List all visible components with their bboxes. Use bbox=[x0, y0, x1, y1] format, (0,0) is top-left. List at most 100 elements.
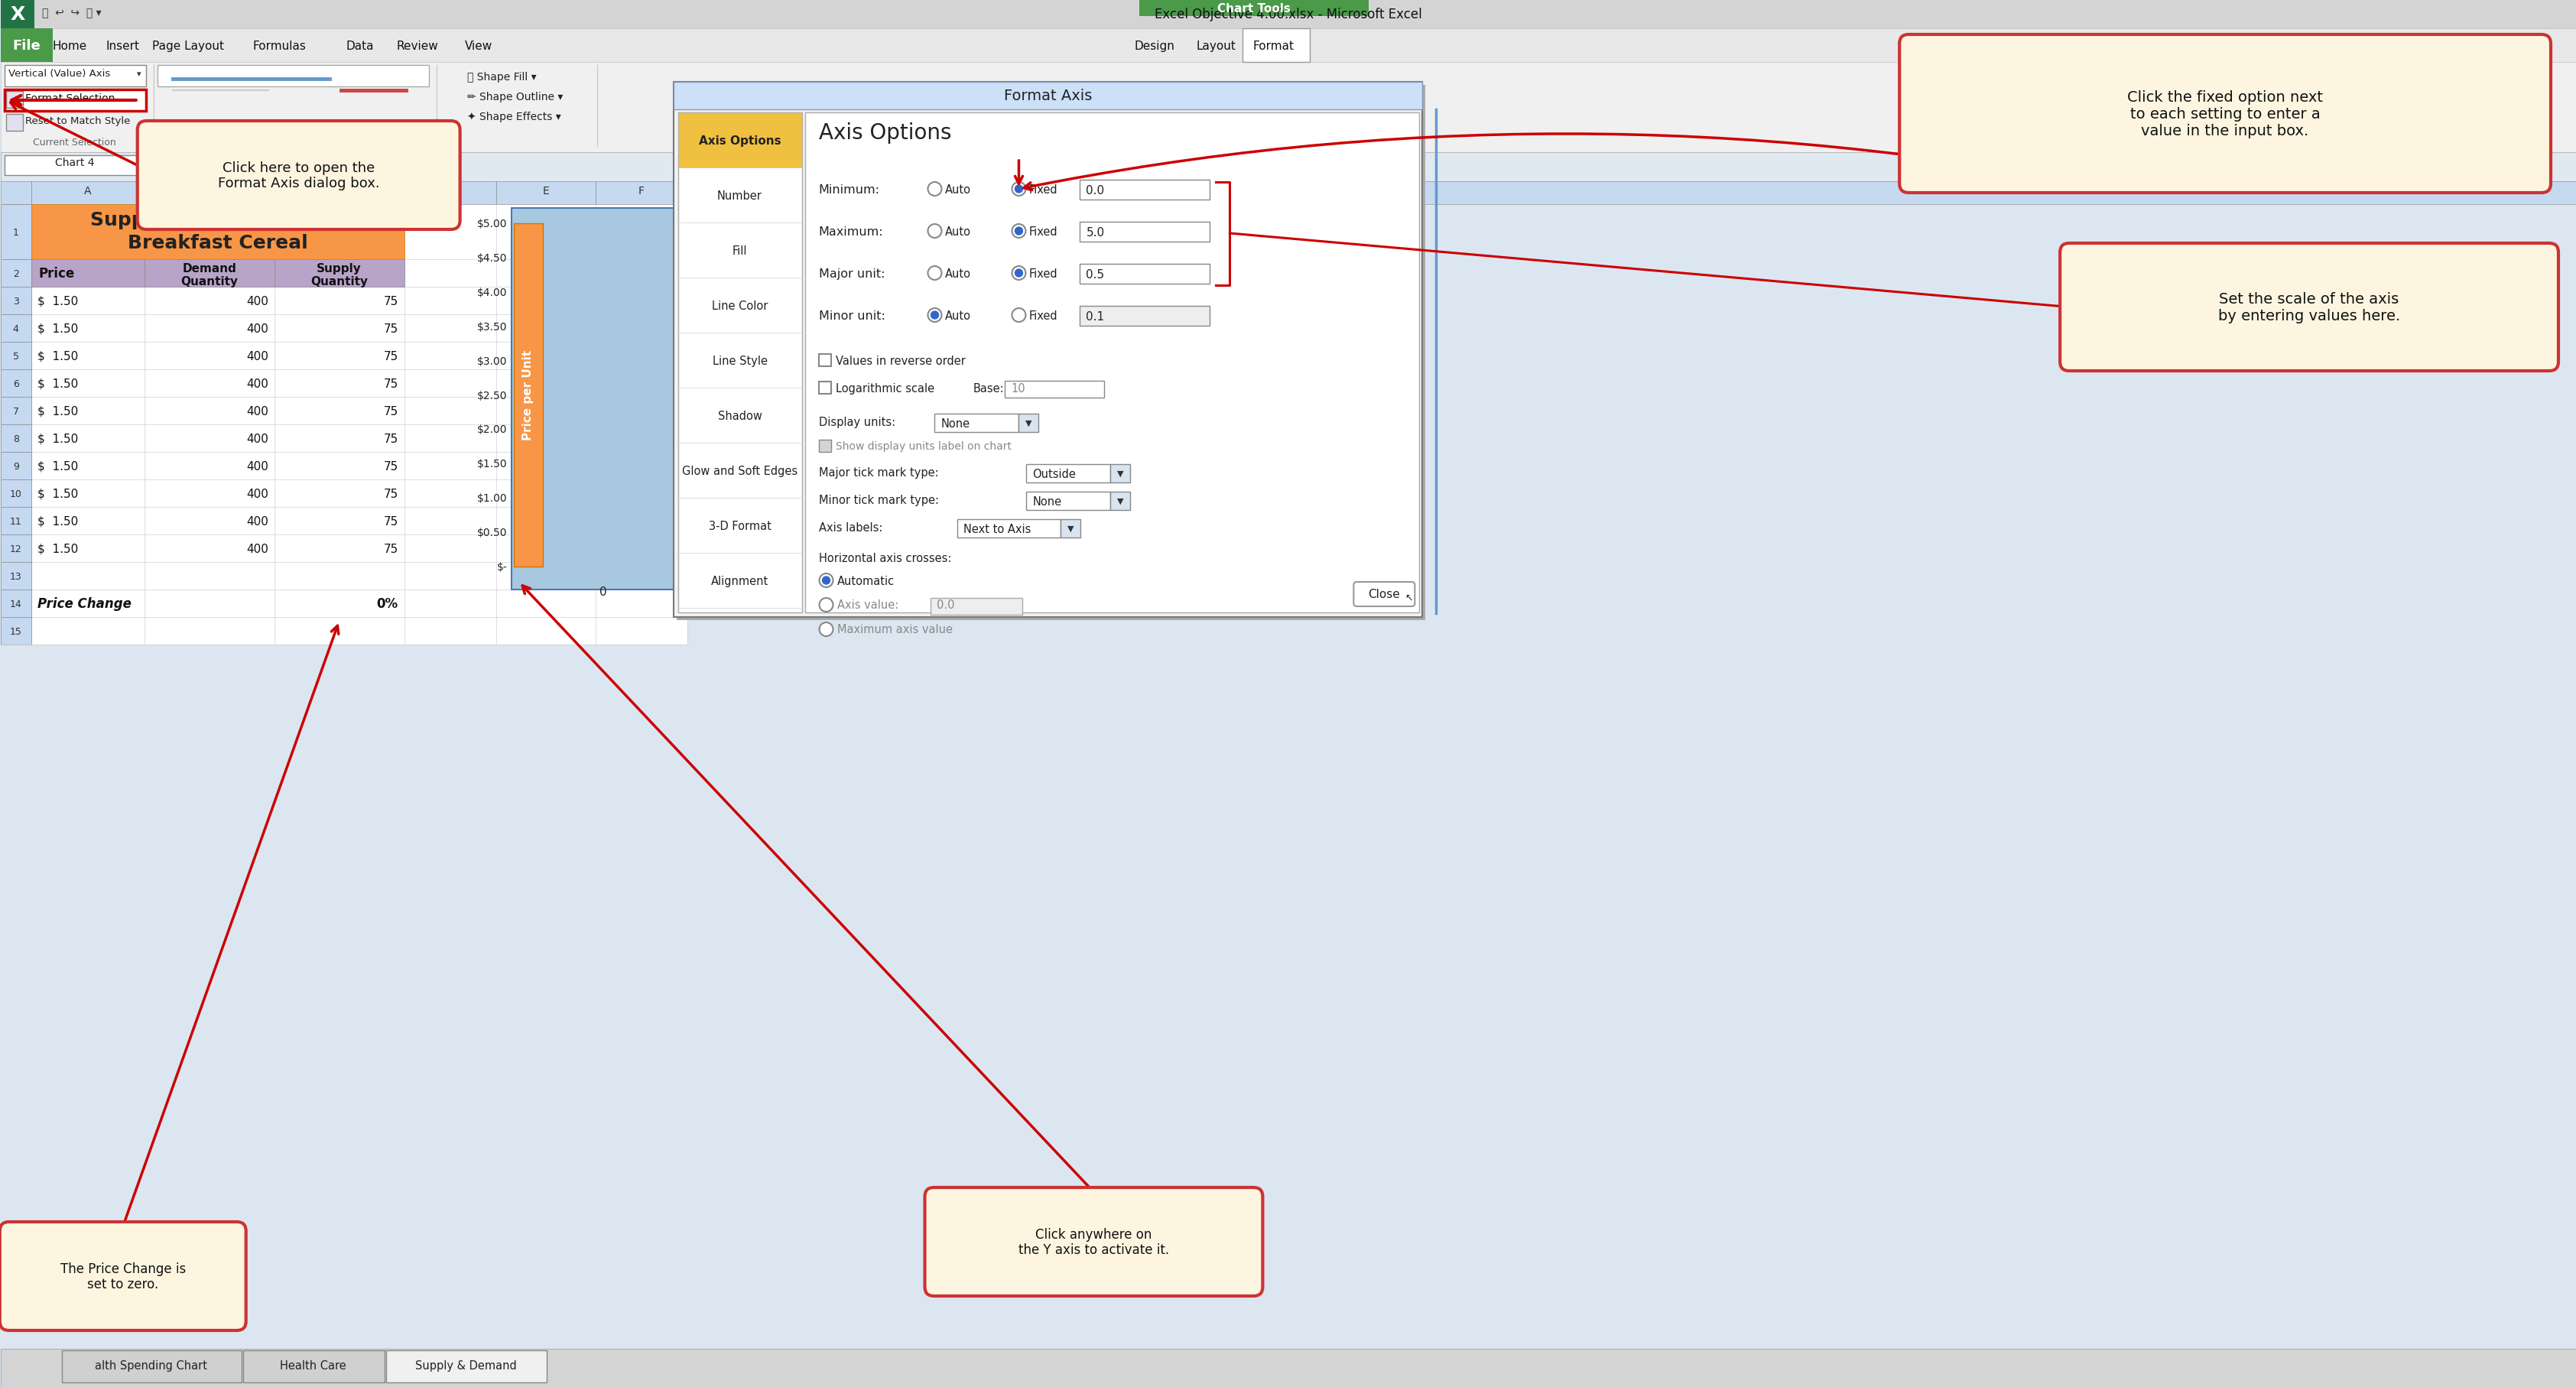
Bar bbox=[31, 205, 404, 259]
Bar bbox=[0, 287, 31, 315]
Text: Vertical (Value) Axis: Vertical (Value) Axis bbox=[8, 69, 111, 79]
Text: Base:: Base: bbox=[974, 383, 1005, 394]
Text: $4.50: $4.50 bbox=[477, 252, 507, 264]
Bar bbox=[0, 508, 31, 535]
Text: 9: 9 bbox=[13, 462, 18, 472]
Text: Click here to open the
Format Axis dialog box.: Click here to open the Format Axis dialo… bbox=[219, 161, 379, 190]
Text: Axis labels:: Axis labels: bbox=[819, 522, 884, 533]
Bar bbox=[273, 259, 404, 287]
Text: 7: 7 bbox=[13, 406, 18, 416]
Text: 400: 400 bbox=[247, 295, 268, 307]
Text: The Price Change is
set to zero.: The Price Change is set to zero. bbox=[59, 1261, 185, 1291]
Text: 0.5: 0.5 bbox=[1087, 269, 1105, 280]
Text: ✦ Shape Effects ▾: ✦ Shape Effects ▾ bbox=[466, 111, 562, 122]
Text: ▼: ▼ bbox=[1118, 498, 1123, 505]
Bar bbox=[1079, 180, 1211, 200]
Circle shape bbox=[822, 577, 829, 584]
FancyBboxPatch shape bbox=[1352, 583, 1414, 606]
Text: $  1.50: $ 1.50 bbox=[36, 488, 77, 499]
Text: Fill: Fill bbox=[732, 245, 747, 257]
Text: Fixed: Fixed bbox=[1028, 226, 1059, 237]
Text: Glow and Soft Edges: Glow and Soft Edges bbox=[683, 465, 799, 477]
Text: 💾  ↩  ↪  🖨 ▾: 💾 ↩ ↪ 🖨 ▾ bbox=[41, 8, 100, 18]
Bar bbox=[0, 398, 31, 424]
FancyBboxPatch shape bbox=[925, 1187, 1262, 1295]
Bar bbox=[62, 1351, 242, 1383]
Circle shape bbox=[930, 312, 938, 319]
Bar bbox=[5, 92, 23, 108]
Text: 0: 0 bbox=[600, 587, 608, 598]
Circle shape bbox=[927, 183, 943, 197]
Text: 11: 11 bbox=[10, 516, 23, 526]
Bar bbox=[157, 65, 428, 87]
Text: Design: Design bbox=[1133, 40, 1175, 51]
Text: Health Care: Health Care bbox=[281, 1359, 345, 1372]
Text: $5.00: $5.00 bbox=[477, 219, 507, 229]
Text: Format Axis: Format Axis bbox=[1005, 89, 1092, 103]
Text: Logarithmic scale: Logarithmic scale bbox=[835, 383, 935, 394]
Bar bbox=[5, 115, 23, 132]
Text: Formulas: Formulas bbox=[252, 40, 307, 51]
Text: Fixed: Fixed bbox=[1028, 309, 1059, 322]
Bar bbox=[1079, 307, 1211, 326]
Bar bbox=[0, 563, 31, 589]
Bar bbox=[0, 153, 2576, 182]
Text: Values in reverse order: Values in reverse order bbox=[835, 355, 966, 366]
Bar bbox=[672, 83, 1422, 617]
Text: Next to Axis: Next to Axis bbox=[963, 523, 1030, 534]
Text: Layout: Layout bbox=[1195, 40, 1236, 51]
Text: Show display units label on chart: Show display units label on chart bbox=[835, 441, 1012, 452]
Text: X: X bbox=[10, 6, 26, 24]
Text: $3.50: $3.50 bbox=[477, 322, 507, 333]
Bar bbox=[5, 65, 147, 87]
Bar bbox=[958, 520, 1061, 538]
Bar bbox=[1242, 29, 1311, 62]
Text: Format: Format bbox=[1252, 40, 1293, 51]
Bar bbox=[0, 205, 31, 259]
Text: 12: 12 bbox=[10, 544, 23, 553]
Text: 400: 400 bbox=[247, 433, 268, 444]
Circle shape bbox=[1012, 225, 1025, 239]
Text: 400: 400 bbox=[247, 460, 268, 472]
Bar bbox=[0, 343, 31, 370]
Bar bbox=[1025, 492, 1110, 510]
Text: 400: 400 bbox=[247, 351, 268, 362]
Text: 400: 400 bbox=[247, 405, 268, 417]
Bar bbox=[144, 259, 273, 287]
Text: 🎨 Shape Fill ▾: 🎨 Shape Fill ▾ bbox=[466, 72, 536, 83]
Text: Line Style: Line Style bbox=[714, 355, 768, 366]
FancyBboxPatch shape bbox=[0, 1222, 245, 1330]
Text: 6: 6 bbox=[13, 379, 18, 388]
Text: $  1.50: $ 1.50 bbox=[36, 516, 77, 527]
Text: File: File bbox=[13, 39, 41, 53]
Text: ↖: ↖ bbox=[1404, 592, 1412, 602]
Circle shape bbox=[1015, 269, 1023, 277]
Text: $  1.50: $ 1.50 bbox=[36, 323, 77, 334]
Text: Supply
Quantity: Supply Quantity bbox=[312, 264, 368, 287]
Text: Format Selection: Format Selection bbox=[26, 93, 116, 104]
Text: Axis Options: Axis Options bbox=[819, 122, 951, 144]
Text: F: F bbox=[639, 186, 644, 197]
FancyBboxPatch shape bbox=[137, 122, 461, 230]
Circle shape bbox=[819, 598, 832, 612]
Text: Auto: Auto bbox=[945, 309, 971, 322]
Text: Reset to Match Style: Reset to Match Style bbox=[26, 117, 131, 126]
Bar bbox=[0, 315, 31, 343]
Bar bbox=[677, 86, 1425, 620]
Bar bbox=[31, 259, 144, 287]
Text: 15: 15 bbox=[10, 627, 23, 637]
Bar bbox=[1079, 265, 1211, 284]
Text: $  1.50: $ 1.50 bbox=[36, 295, 77, 307]
Text: Axis Options: Axis Options bbox=[698, 135, 781, 147]
Text: Axis value:: Axis value: bbox=[837, 599, 899, 610]
Text: 75: 75 bbox=[384, 351, 399, 362]
Text: Demand
Quantity: Demand Quantity bbox=[180, 264, 237, 287]
Bar bbox=[930, 598, 1023, 616]
Text: 0%: 0% bbox=[376, 596, 399, 610]
Text: 400: 400 bbox=[247, 377, 268, 390]
Text: 0.0: 0.0 bbox=[1087, 184, 1105, 196]
Text: 10: 10 bbox=[1012, 383, 1025, 394]
Text: 5.0: 5.0 bbox=[1087, 226, 1105, 239]
Text: Outside: Outside bbox=[1033, 467, 1077, 480]
Text: D: D bbox=[446, 186, 453, 197]
